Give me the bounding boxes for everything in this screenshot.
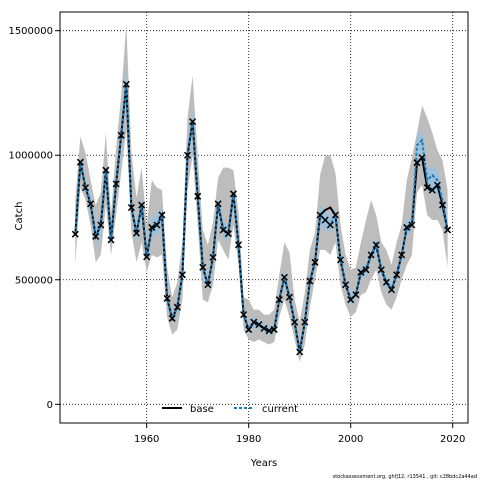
observed-point: [178, 271, 186, 279]
observed-point: [403, 223, 411, 231]
observed-point: [438, 201, 447, 209]
legend-current-label: current: [262, 404, 298, 415]
observed-point: [265, 327, 273, 335]
observed-point: [275, 296, 283, 304]
observed-point: [183, 151, 192, 159]
observed-point: [428, 186, 436, 194]
legend: base current: [162, 404, 298, 415]
observed-point: [214, 200, 222, 208]
observed-point: [240, 311, 248, 319]
x-axis: 1960 1980 2000 2020: [134, 423, 465, 445]
observed-point: [199, 263, 207, 271]
observed-point: [127, 204, 135, 212]
observed-point: [433, 181, 441, 189]
observed-point: [387, 286, 396, 294]
x-tick-label: 1980: [236, 434, 261, 445]
observed-point: [367, 251, 375, 259]
observed-point: [418, 154, 426, 162]
observed-point: [270, 326, 278, 334]
y-tick-label: 0: [47, 400, 53, 411]
observed-point: [234, 241, 243, 249]
band-base: [75, 23, 448, 362]
x-tick-label: 2000: [338, 434, 363, 445]
y-axis: 0 500000 1000000 1500000: [8, 26, 60, 411]
observed-point: [413, 159, 421, 167]
observed-point: [168, 314, 176, 322]
observed-point: [311, 258, 319, 266]
y-tick-label: 1500000: [8, 26, 53, 37]
observed-point: [92, 232, 100, 240]
observed-point: [321, 216, 329, 224]
observed-point: [423, 184, 431, 192]
observed-point: [112, 180, 120, 188]
observed-point: [153, 221, 161, 229]
observed-point: [189, 118, 197, 126]
observed-point: [352, 291, 360, 299]
observed-point: [81, 184, 90, 192]
observed-point: [316, 211, 324, 219]
observed-point: [87, 200, 95, 208]
observed-point: [336, 256, 345, 264]
observed-point: [163, 294, 171, 302]
observed-point: [209, 253, 217, 261]
observed-point: [393, 271, 401, 279]
footer-note: stockassessment.org, ghfj12, r13541 , gi…: [333, 474, 477, 480]
observed-point: [143, 253, 151, 261]
x-tick-label: 2020: [440, 434, 465, 445]
observed-point: [194, 192, 202, 200]
plot-frame: [59, 11, 469, 424]
observed-point: [377, 266, 385, 274]
observed-point: [296, 348, 304, 356]
observed-point: [173, 303, 181, 311]
observed-point: [97, 221, 105, 229]
observed-point: [204, 281, 212, 289]
observed-point: [306, 277, 314, 285]
observed-point: [250, 318, 258, 326]
observed-point: [219, 226, 227, 234]
observed-point: [372, 241, 380, 249]
observed-point: [148, 223, 156, 231]
observed-point: [291, 318, 299, 326]
observed-point: [76, 158, 84, 166]
observed-point: [107, 236, 115, 244]
observed-point: [398, 251, 406, 259]
y-axis-title: Catch: [14, 202, 25, 231]
observed-point: [382, 278, 390, 286]
observed-point: [326, 221, 334, 229]
observed-point: [301, 318, 309, 326]
observed-point: [224, 230, 232, 238]
observed-point: [357, 268, 365, 276]
observed-point: [347, 296, 355, 304]
observed-point: [285, 293, 294, 301]
y-tick-label: 500000: [15, 275, 53, 286]
observed-point: [342, 281, 350, 289]
observed-point: [132, 229, 141, 237]
x-tick-label: 1960: [134, 434, 159, 445]
observed-point: [245, 326, 253, 334]
observed-point: [280, 273, 288, 281]
observed-point: [408, 221, 416, 229]
legend-base-label: base: [190, 404, 214, 415]
observed-point: [229, 190, 237, 198]
observed-point: [331, 211, 339, 219]
observed-points: [71, 80, 452, 356]
observed-point: [362, 266, 370, 274]
observed-point: [255, 321, 263, 329]
observed-point: [102, 166, 110, 174]
observed-point: [71, 230, 79, 238]
observed-point: [158, 211, 166, 219]
confidence-band-base: [75, 23, 448, 362]
observed-point: [260, 324, 268, 332]
observed-point: [444, 226, 452, 234]
x-axis-title: Years: [250, 458, 277, 469]
y-tick-label: 1000000: [8, 151, 53, 162]
observed-point: [117, 131, 125, 139]
observed-point: [122, 80, 130, 88]
observed-point: [138, 201, 146, 209]
